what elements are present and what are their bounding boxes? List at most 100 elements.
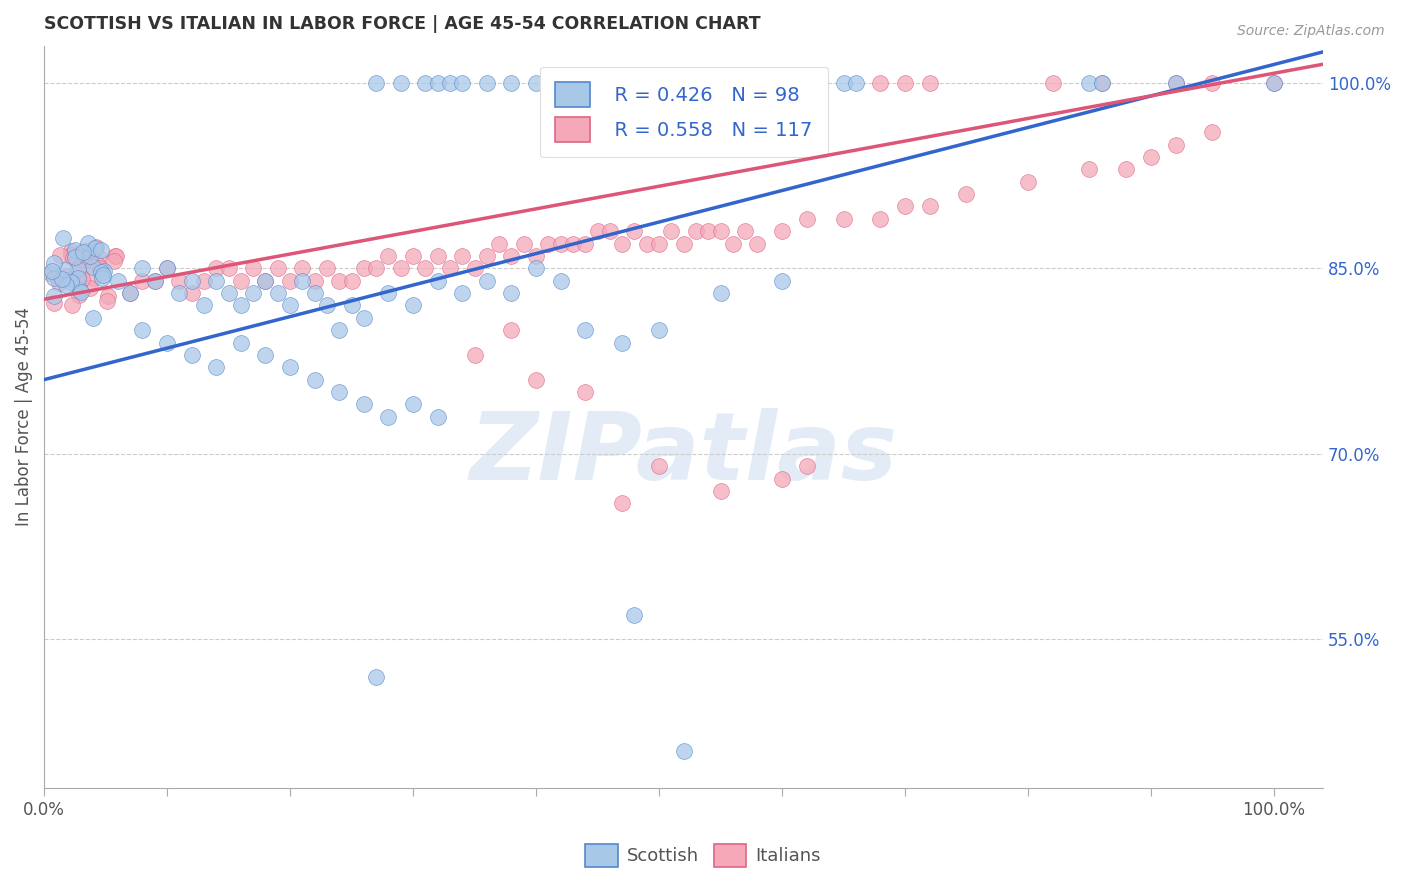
Point	[426, 76, 449, 90]
Point	[648, 323, 671, 337]
Point	[156, 335, 179, 350]
Point	[610, 76, 633, 90]
Point	[955, 187, 977, 202]
Point	[648, 459, 671, 474]
Point	[90, 265, 112, 279]
Point	[340, 274, 363, 288]
Point	[550, 236, 572, 251]
Point	[86, 240, 108, 254]
Point	[52, 231, 75, 245]
Legend:   R = 0.426   N = 98,   R = 0.558   N = 117: R = 0.426 N = 98, R = 0.558 N = 117	[540, 67, 828, 157]
Point	[76, 236, 98, 251]
Point	[439, 76, 461, 90]
Point	[353, 310, 375, 325]
Point	[44, 288, 66, 302]
Point	[41, 264, 63, 278]
Point	[366, 76, 388, 90]
Point	[426, 274, 449, 288]
Point	[524, 76, 547, 90]
Point	[51, 272, 73, 286]
Point	[415, 261, 437, 276]
Point	[45, 269, 67, 284]
Point	[75, 251, 97, 265]
Point	[60, 244, 83, 259]
Point	[451, 286, 474, 301]
Point	[96, 294, 118, 309]
Point	[254, 274, 277, 288]
Point	[747, 236, 769, 251]
Point	[79, 281, 101, 295]
Point	[610, 335, 633, 350]
Point	[1263, 76, 1285, 90]
Point	[180, 286, 202, 301]
Point	[67, 288, 90, 302]
Point	[586, 76, 609, 90]
Point	[205, 274, 228, 288]
Point	[143, 274, 166, 288]
Point	[574, 323, 596, 337]
Point	[377, 409, 399, 424]
Point	[55, 277, 77, 292]
Point	[894, 199, 917, 213]
Point	[1201, 76, 1223, 90]
Point	[79, 249, 101, 263]
Point	[832, 76, 855, 90]
Point	[1164, 76, 1187, 90]
Point	[586, 224, 609, 238]
Point	[918, 199, 941, 213]
Point	[439, 261, 461, 276]
Point	[267, 286, 290, 301]
Point	[537, 236, 560, 251]
Point	[659, 224, 682, 238]
Point	[623, 224, 645, 238]
Point	[156, 261, 179, 276]
Point	[464, 348, 486, 362]
Point	[402, 249, 425, 263]
Point	[70, 272, 93, 286]
Point	[39, 266, 62, 280]
Point	[60, 275, 83, 289]
Point	[60, 298, 83, 312]
Point	[501, 76, 523, 90]
Point	[65, 250, 87, 264]
Point	[82, 310, 104, 325]
Point	[426, 409, 449, 424]
Point	[62, 252, 84, 266]
Point	[1091, 76, 1114, 90]
Point	[586, 76, 609, 90]
Point	[648, 236, 671, 251]
Point	[501, 323, 523, 337]
Point	[475, 76, 498, 90]
Point	[70, 258, 93, 272]
Point	[180, 274, 202, 288]
Point	[1078, 162, 1101, 177]
Point	[218, 286, 240, 301]
Point	[415, 76, 437, 90]
Point	[169, 286, 191, 301]
Point	[66, 271, 89, 285]
Point	[672, 236, 695, 251]
Point	[377, 286, 399, 301]
Point	[93, 263, 115, 277]
Point	[402, 397, 425, 411]
Point	[67, 249, 90, 263]
Point	[1164, 76, 1187, 90]
Point	[229, 298, 252, 312]
Point	[1164, 137, 1187, 152]
Point	[90, 271, 112, 285]
Point	[205, 360, 228, 375]
Point	[697, 224, 720, 238]
Point	[524, 249, 547, 263]
Point	[366, 669, 388, 683]
Point	[53, 263, 76, 277]
Point	[537, 76, 560, 90]
Point	[107, 274, 129, 288]
Point	[180, 348, 202, 362]
Point	[193, 274, 215, 288]
Point	[1017, 175, 1039, 189]
Point	[1140, 150, 1163, 164]
Point	[86, 257, 108, 271]
Point	[451, 249, 474, 263]
Point	[832, 211, 855, 226]
Point	[83, 241, 105, 255]
